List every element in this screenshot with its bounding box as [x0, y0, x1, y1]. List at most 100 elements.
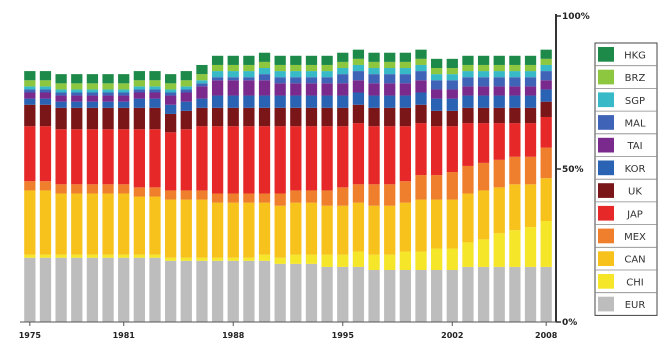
- bar-segment-tai-2002: [446, 89, 458, 99]
- bar-segment-hkg-1996: [352, 49, 365, 59]
- bar-segment-eur-1999: [399, 269, 411, 322]
- bar-segment-mal-1990: [258, 74, 271, 81]
- bar-segment-brz-1981: [118, 83, 130, 90]
- bar-segment-mex-1991: [274, 193, 286, 206]
- bar-segment-can-2002: [446, 199, 458, 249]
- bar-segment-hkg-2005: [493, 55, 505, 65]
- bar-segment-mex-1982: [133, 187, 145, 197]
- legend-label-tai: TAI: [626, 141, 642, 152]
- bar-segment-can-1980: [102, 193, 114, 255]
- bar-segment-brz-1984: [165, 83, 177, 90]
- x-tick-label-1975: 1975: [19, 331, 42, 340]
- bar-segment-jap-1975: [24, 126, 36, 182]
- bar-segment-eur-2000: [415, 269, 427, 322]
- bar-segment-sgp-1982: [133, 86, 145, 90]
- bar-segment-brz-1983: [149, 80, 161, 87]
- bar-segment-jap-1982: [133, 129, 145, 188]
- bar-segment-mal-1986: [196, 83, 208, 87]
- legend-label-mex: MEX: [624, 232, 646, 243]
- bar-segment-mal-1992: [290, 77, 302, 84]
- bar-segment-mal-1998: [384, 74, 396, 84]
- bar-segment-chi-2004: [477, 239, 490, 267]
- bar-segment-sgp-2005: [493, 71, 505, 78]
- bar-segment-sgp-2004: [477, 71, 490, 78]
- bar-segment-mex-2000: [415, 175, 427, 200]
- bar-segment-mal-1980: [102, 92, 114, 96]
- bar-segment-can-2000: [415, 199, 427, 252]
- bar-segment-chi-1994: [321, 254, 333, 267]
- bar-segment-can-1984: [165, 199, 177, 258]
- bar-segment-eur-1983: [149, 257, 161, 322]
- bar-segment-eur-1995: [337, 266, 349, 322]
- bar-segment-mal-1999: [399, 74, 411, 84]
- legend-label-mal: MAL: [624, 118, 645, 129]
- bar-segment-can-1999: [399, 202, 411, 252]
- bar-segment-chi-2002: [446, 248, 458, 270]
- bar-segment-uk-1992: [290, 107, 302, 127]
- bar-segment-mex-1990: [258, 193, 271, 203]
- bar-segment-eur-1978: [71, 257, 83, 322]
- x-tick-label-1988: 1988: [222, 331, 245, 340]
- bar-segment-mex-2007: [524, 156, 537, 185]
- bar-segment-tai-2000: [415, 80, 427, 93]
- bar-segment-hkg-1976: [39, 71, 52, 81]
- bar-segment-jap-1978: [71, 129, 83, 185]
- bar-segment-hkg-1979: [86, 74, 99, 84]
- bar-segment-kor-1980: [102, 101, 114, 108]
- bar-segment-sgp-1996: [352, 64, 365, 72]
- legend-label-uk: UK: [628, 187, 642, 198]
- bar-segment-eur-1981: [118, 257, 130, 322]
- legend-label-chi: CHI: [626, 277, 643, 288]
- bar-segment-hkg-1995: [337, 52, 349, 62]
- bar-segment-tai-1987: [211, 80, 224, 96]
- bar-segment-uk-1989: [243, 107, 255, 127]
- bar-segment-chi-2000: [415, 251, 427, 270]
- bar-segment-mex-1987: [211, 193, 224, 203]
- bar-segment-chi-1978: [71, 254, 83, 258]
- bar-segment-jap-1998: [384, 126, 396, 185]
- bar-segment-can-2004: [477, 190, 490, 240]
- bar-segment-tai-1984: [165, 95, 177, 105]
- bar-segment-kor-1992: [290, 95, 302, 108]
- bar-segment-can-1996: [352, 202, 365, 252]
- bars-group: [24, 49, 552, 322]
- bar-segment-uk-1982: [133, 107, 145, 130]
- bar-segment-brz-2005: [493, 64, 505, 72]
- bar-segment-jap-1993: [305, 126, 318, 191]
- bar-segment-brz-2006: [509, 64, 521, 72]
- bar-segment-tai-1989: [243, 80, 255, 96]
- bar-segment-tai-1999: [399, 83, 411, 96]
- bar-segment-eur-1990: [258, 260, 271, 322]
- bar-segment-tai-1996: [352, 80, 365, 93]
- bar-segment-jap-1999: [399, 126, 411, 182]
- bar-segment-brz-2008: [540, 58, 552, 65]
- bar-segment-eur-1988: [227, 260, 239, 322]
- bar-segment-eur-1986: [196, 260, 208, 322]
- bar-segment-brz-1986: [196, 74, 208, 81]
- bar-segment-mal-1993: [305, 77, 318, 84]
- bar-segment-tai-1993: [305, 83, 318, 96]
- bar-segment-hkg-1998: [384, 52, 396, 62]
- bar-segment-uk-1995: [337, 107, 349, 127]
- bar-segment-mal-1979: [86, 92, 99, 96]
- bar-segment-jap-1995: [337, 126, 349, 188]
- bar-segment-mal-1995: [337, 74, 349, 84]
- bar-segment-tai-1997: [368, 83, 380, 96]
- bar-segment-mal-1987: [211, 77, 224, 81]
- bar-segment-hkg-1999: [399, 52, 411, 62]
- bar-segment-jap-2005: [493, 123, 505, 160]
- bar-segment-brz-1980: [102, 83, 114, 90]
- bar-segment-eur-2003: [462, 266, 474, 322]
- bar-segment-sgp-2000: [415, 64, 427, 72]
- bar-segment-kor-2003: [462, 95, 474, 108]
- bar-segment-eur-2007: [524, 266, 537, 322]
- bar-segment-brz-2000: [415, 58, 427, 65]
- bar-segment-uk-1998: [384, 107, 396, 127]
- bar-segment-jap-1994: [321, 126, 333, 191]
- bar-segment-tai-1975: [24, 92, 36, 99]
- bar-segment-brz-1978: [71, 83, 83, 90]
- bar-segment-jap-1991: [274, 126, 286, 194]
- bar-segment-kor-1996: [352, 92, 365, 105]
- bar-segment-jap-2006: [509, 123, 521, 157]
